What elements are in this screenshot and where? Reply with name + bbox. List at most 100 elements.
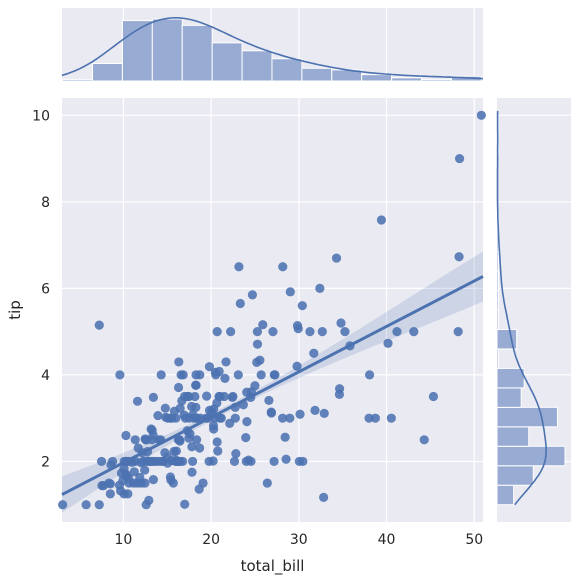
data-point (121, 430, 131, 441)
data-point (256, 370, 266, 380)
marginal-x-bar (92, 63, 123, 82)
marginal-x-kde (61, 17, 484, 80)
y-tick-label: 10 (32, 108, 50, 124)
data-point (212, 437, 222, 447)
data-point (140, 478, 150, 488)
data-point (178, 370, 188, 380)
marginal-y-bar (496, 270, 500, 292)
marginal-x-bar (361, 74, 393, 82)
data-point (168, 478, 178, 488)
data-point (383, 338, 393, 348)
data-point (180, 499, 190, 509)
marginal-y-bar (496, 348, 500, 369)
marginal-y-bar (496, 484, 515, 506)
data-point (428, 391, 439, 402)
data-point (376, 215, 387, 225)
marginal-x-bar (181, 24, 213, 82)
data-point (285, 413, 295, 423)
data-point (160, 403, 170, 413)
data-point (187, 442, 197, 452)
data-point (278, 262, 288, 272)
marginal-y-bar (496, 445, 566, 467)
data-point (171, 413, 181, 423)
data-point (453, 327, 463, 337)
marginal-y-bar (496, 367, 525, 389)
data-point (234, 262, 244, 272)
data-point (266, 408, 277, 418)
marginal-x-bar (241, 50, 273, 82)
data-point (144, 495, 154, 505)
data-point (281, 454, 291, 464)
regression-confidence-band (62, 251, 483, 513)
data-point (156, 370, 166, 380)
data-point (264, 395, 274, 406)
data-point (195, 370, 205, 380)
data-point (174, 357, 184, 367)
marginal-y-bar (496, 251, 500, 272)
marginal-y-bar (496, 406, 558, 428)
data-point (204, 362, 215, 372)
marginal-x-bar (301, 67, 333, 82)
data-point (315, 283, 325, 293)
data-point (250, 381, 260, 391)
data-point (334, 384, 345, 394)
marginal-x-bar (271, 58, 303, 82)
marginal-y-kde (496, 111, 547, 506)
marginal-x-bar (421, 78, 452, 82)
data-point (96, 456, 107, 467)
data-point (252, 327, 263, 337)
data-point (310, 405, 320, 415)
scatter-points (58, 110, 486, 510)
marginal-x-bar (151, 18, 183, 82)
data-point (336, 318, 346, 328)
data-point (209, 424, 219, 434)
marginal-x-bar (211, 42, 243, 82)
marginal-y-bar (496, 426, 530, 447)
marginal-x-bar (391, 77, 423, 82)
y-tick-label: 4 (41, 368, 50, 384)
data-point (258, 320, 268, 330)
regression-line (61, 275, 484, 496)
data-point (58, 500, 68, 510)
data-point (252, 339, 263, 349)
data-point (191, 380, 201, 390)
data-point (105, 489, 115, 499)
data-point (148, 475, 158, 485)
data-point (94, 500, 104, 510)
data-point (305, 327, 315, 337)
data-point (153, 410, 163, 421)
data-point (198, 478, 208, 488)
confidence-band (62, 251, 483, 513)
data-point (221, 357, 231, 367)
marginal-x-axes (61, 8, 484, 82)
data-point (214, 366, 224, 377)
x-tick-labels: 10 20 30 40 50 (114, 532, 483, 548)
regression-line-group (61, 275, 484, 496)
y-tick-label: 2 (41, 454, 50, 470)
x-tick-label: 20 (202, 532, 220, 548)
x-tick-label: 40 (378, 532, 396, 548)
data-point (298, 456, 308, 467)
main-axes: 10 20 30 40 50 2 4 6 8 10 total_bill tip (6, 98, 486, 576)
marginal-y-axes (496, 98, 571, 522)
data-point (246, 456, 256, 467)
marginal-y-bar (496, 465, 534, 486)
data-point (268, 327, 278, 337)
marginal-y-bar (496, 290, 500, 311)
data-point (208, 456, 218, 466)
data-point (185, 429, 195, 439)
data-point (123, 489, 133, 499)
data-point (81, 500, 91, 510)
data-point (270, 370, 280, 380)
data-point (476, 110, 486, 120)
data-point (132, 396, 143, 406)
data-point (129, 467, 139, 477)
data-point (247, 290, 258, 300)
data-point (195, 443, 205, 453)
data-point (454, 153, 465, 164)
data-point (115, 370, 125, 380)
data-point (292, 361, 302, 371)
data-point (386, 413, 396, 423)
data-point (178, 456, 188, 467)
data-point (293, 324, 303, 334)
